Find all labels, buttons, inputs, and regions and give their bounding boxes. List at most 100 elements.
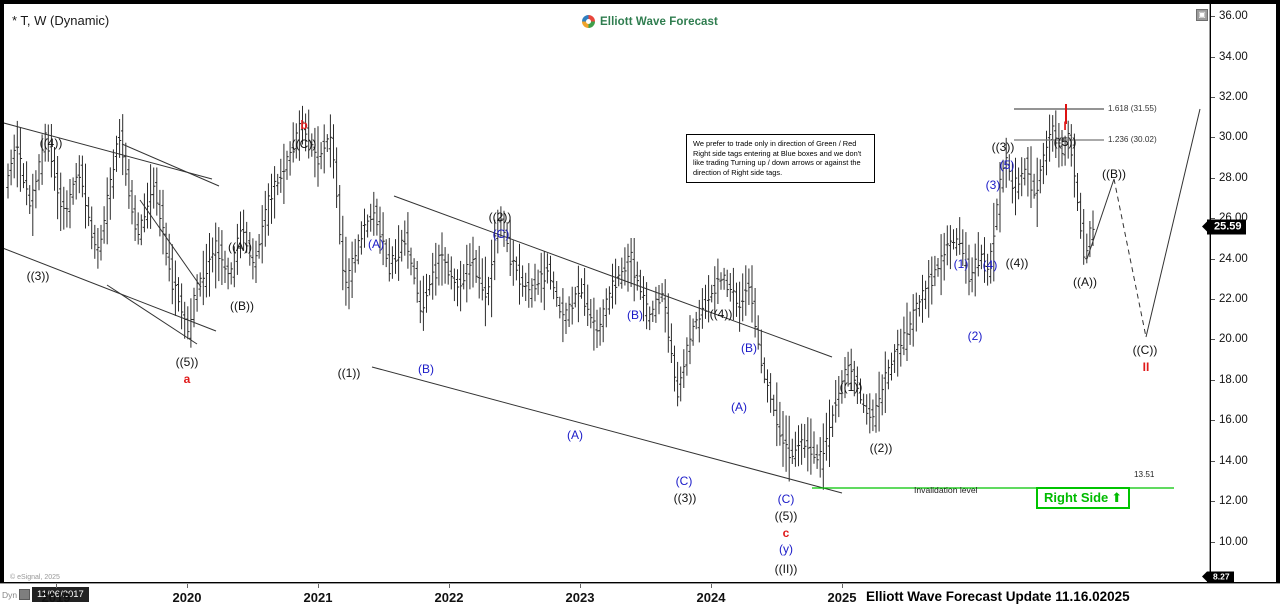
price-tick-label: 10.00: [1219, 535, 1248, 548]
low-price-tag: 8.27: [1207, 571, 1234, 583]
wave-label: ((2)): [869, 441, 893, 455]
wave-label: (1): [953, 257, 969, 271]
wave-label: ((3)): [991, 140, 1015, 154]
wave-label: (B): [418, 362, 434, 376]
page-title: * T, W (Dynamic): [12, 13, 110, 28]
wave-label: (C): [777, 492, 795, 506]
wave-label: ((3)): [673, 491, 697, 505]
wave-label: a: [183, 372, 191, 386]
wave-label: (3): [985, 178, 1001, 192]
wave-label: ((C)): [291, 137, 317, 151]
time-tick-label: 2019: [41, 590, 71, 605]
wave-label: c: [782, 526, 790, 540]
time-tick-label: 2021: [303, 590, 333, 605]
wave-label: ((A)): [1073, 275, 1097, 289]
wave-label: I: [1063, 119, 1067, 133]
wave-label: ((3)): [26, 269, 50, 283]
wave-label: (y): [779, 542, 793, 556]
up-arrow-icon: ⬆: [1111, 490, 1123, 505]
price-tick-label: 16.00: [1219, 414, 1248, 427]
wave-label: ((4)): [1005, 256, 1029, 270]
price-tick: [1211, 339, 1215, 341]
brand-name: Elliott Wave Forecast: [600, 15, 718, 28]
wave-label: ((5)): [175, 355, 199, 369]
brand-logo: Elliott Wave Forecast: [582, 15, 718, 28]
last-price-tag: 25.59: [1207, 219, 1246, 234]
wave-label: (A): [567, 428, 583, 442]
time-tick-label: 2020: [172, 590, 202, 605]
price-tick: [1211, 16, 1215, 18]
price-tick-label: 20.00: [1219, 333, 1248, 346]
trendline-overlays: [4, 104, 1201, 494]
price-tick: [1211, 56, 1215, 58]
price-tick-label: 18.00: [1219, 373, 1248, 386]
wave-label: (B): [627, 308, 643, 322]
time-tick-label: 2025: [827, 590, 857, 605]
calendar-icon[interactable]: [19, 589, 30, 600]
price-tick: [1211, 299, 1215, 301]
price-tick: [1211, 379, 1215, 381]
wave-label: ((5)): [1053, 135, 1077, 149]
wave-label: ((2)): [488, 210, 512, 224]
chart-plot-area[interactable]: * T, W (Dynamic) Elliott Wave Forecast W…: [4, 4, 1210, 582]
axis-settings-icon[interactable]: ▣: [1196, 9, 1208, 21]
wave-label: ((4)): [709, 307, 733, 321]
elliott-wave-logo-icon: [582, 15, 595, 28]
wave-label: (C): [675, 474, 693, 488]
fib-level-label: 1.618 (31.55): [1108, 104, 1157, 113]
price-tick-label: 12.00: [1219, 495, 1248, 508]
wave-label: ((5)): [774, 509, 798, 523]
wave-label: ((A)): [228, 240, 252, 254]
price-tick-label: 34.00: [1219, 50, 1248, 63]
wave-label: (C): [492, 227, 510, 241]
time-tick: [187, 584, 188, 588]
price-tick: [1211, 96, 1215, 98]
price-tick-label: 30.00: [1219, 131, 1248, 144]
price-tick: [1211, 137, 1215, 139]
wave-label: ((4)): [39, 136, 63, 150]
time-tick: [56, 584, 57, 588]
price-tick-label: 14.00: [1219, 454, 1248, 467]
invalidation-label: Invalidation level: [914, 485, 978, 495]
wave-label: ((B)): [230, 299, 254, 313]
time-tick-label: 2024: [696, 590, 726, 605]
price-tick: [1211, 501, 1215, 503]
wave-label: ((1)): [839, 380, 863, 394]
wave-label: ((1)): [337, 366, 361, 380]
right-side-label: Right Side: [1044, 490, 1109, 505]
ohlc-bars: [6, 105, 1095, 490]
time-axis[interactable]: Dyn 11/06/2017 Elliott Wave Forecast Upd…: [0, 583, 1280, 609]
price-tick-label: 32.00: [1219, 90, 1248, 103]
price-tick: [1211, 420, 1215, 422]
price-chart-svg: [4, 104, 1201, 494]
time-tick: [580, 584, 581, 588]
time-tick: [449, 584, 450, 588]
wave-label: (2): [967, 329, 983, 343]
wave-label: ((C)): [1132, 343, 1158, 357]
trading-notes-text: We prefer to trade only in direction of …: [693, 139, 862, 177]
price-tick-label: 22.00: [1219, 293, 1248, 306]
price-axis[interactable]: 36.0034.0032.0030.0028.0026.0024.0022.00…: [1211, 4, 1276, 582]
price-tick: [1211, 177, 1215, 179]
wave-label: (A): [368, 237, 384, 251]
update-caption: Elliott Wave Forecast Update 11.16.02025: [866, 589, 1130, 604]
time-tick: [318, 584, 319, 588]
dyn-label: Dyn: [2, 590, 18, 600]
copyright-text: © eSignal, 2025: [10, 574, 60, 581]
price-tick-label: 36.00: [1219, 10, 1248, 23]
wave-label: ((B)): [1102, 167, 1126, 181]
invalidation-value: 13.51: [1134, 470, 1155, 479]
time-tick-label: 2023: [565, 590, 595, 605]
time-tick: [842, 584, 843, 588]
fib-level-label: 1.236 (30.02): [1108, 135, 1157, 144]
price-tick-label: 28.00: [1219, 171, 1248, 184]
price-tick: [1211, 460, 1215, 462]
right-side-badge[interactable]: Right Side ⬆: [1036, 487, 1131, 509]
wave-label: II: [1142, 360, 1150, 374]
wave-label: ((II)): [774, 562, 798, 576]
price-tick-label: 24.00: [1219, 252, 1248, 265]
price-tick: [1211, 541, 1215, 543]
time-tick: [711, 584, 712, 588]
trading-notes-box: We prefer to trade only in direction of …: [686, 134, 875, 184]
